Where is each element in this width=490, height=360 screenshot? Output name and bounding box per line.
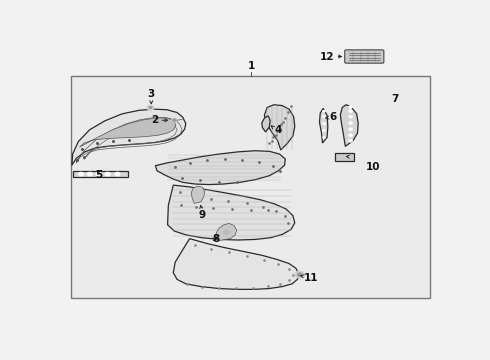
Polygon shape — [216, 223, 237, 240]
Polygon shape — [335, 153, 354, 161]
Circle shape — [96, 172, 101, 176]
Circle shape — [322, 116, 325, 118]
Text: 5: 5 — [95, 170, 102, 180]
Text: 6: 6 — [329, 112, 337, 122]
Circle shape — [147, 105, 154, 110]
Circle shape — [349, 139, 352, 142]
Text: 9: 9 — [198, 210, 205, 220]
Circle shape — [115, 172, 120, 176]
Circle shape — [297, 273, 302, 276]
Bar — [71, 76, 430, 298]
Text: 11: 11 — [304, 273, 319, 283]
Circle shape — [295, 271, 305, 278]
Text: 7: 7 — [391, 94, 398, 104]
Text: 2: 2 — [151, 115, 158, 125]
Circle shape — [173, 119, 176, 121]
Polygon shape — [79, 118, 176, 147]
Circle shape — [322, 122, 325, 125]
Circle shape — [87, 172, 93, 176]
Polygon shape — [173, 239, 298, 289]
Circle shape — [322, 129, 325, 132]
Polygon shape — [155, 151, 285, 185]
Circle shape — [349, 134, 352, 136]
Polygon shape — [72, 109, 186, 165]
Circle shape — [172, 118, 177, 122]
Circle shape — [105, 172, 110, 176]
Text: 8: 8 — [212, 234, 220, 244]
Text: 1: 1 — [247, 61, 255, 71]
Text: 12: 12 — [320, 51, 335, 62]
Polygon shape — [319, 108, 328, 143]
Polygon shape — [191, 186, 205, 203]
Text: 10: 10 — [366, 162, 381, 172]
Text: 4: 4 — [275, 125, 282, 135]
Polygon shape — [341, 105, 358, 146]
Circle shape — [78, 172, 84, 176]
Text: 3: 3 — [147, 89, 155, 99]
Circle shape — [349, 110, 352, 112]
Circle shape — [349, 128, 352, 131]
Polygon shape — [265, 105, 295, 150]
Circle shape — [349, 105, 352, 108]
FancyBboxPatch shape — [345, 50, 384, 63]
Circle shape — [223, 230, 229, 234]
Circle shape — [148, 106, 152, 109]
Circle shape — [322, 136, 325, 139]
Circle shape — [349, 115, 352, 118]
Polygon shape — [168, 185, 295, 240]
Circle shape — [322, 110, 325, 112]
Circle shape — [349, 122, 352, 125]
Polygon shape — [262, 116, 270, 132]
Polygon shape — [74, 171, 128, 177]
